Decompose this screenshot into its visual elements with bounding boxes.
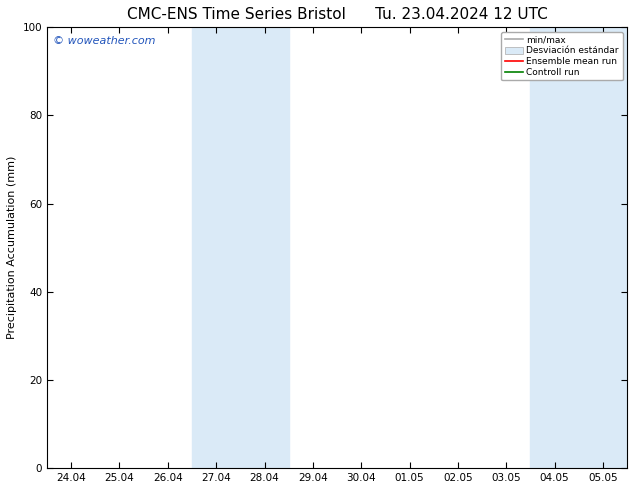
- Bar: [192, 27, 288, 468]
- Text: © woweather.com: © woweather.com: [53, 36, 155, 46]
- Title: CMC-ENS Time Series Bristol      Tu. 23.04.2024 12 UTC: CMC-ENS Time Series Bristol Tu. 23.04.20…: [127, 7, 547, 22]
- Legend: min/max, Desviación estándar, Ensemble mean run, Controll run: min/max, Desviación estándar, Ensemble m…: [501, 32, 623, 80]
- Bar: [531, 27, 627, 468]
- Y-axis label: Precipitation Accumulation (mm): Precipitation Accumulation (mm): [7, 156, 17, 340]
